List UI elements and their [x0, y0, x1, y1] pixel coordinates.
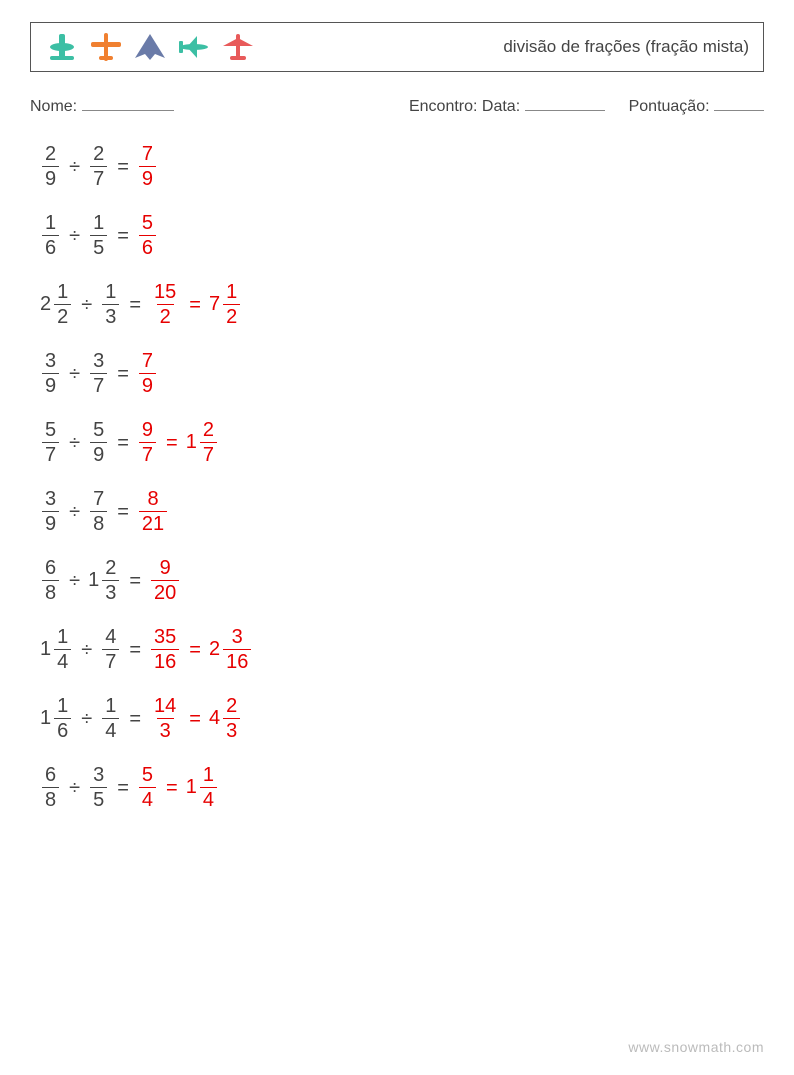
name-blank	[82, 96, 174, 111]
header-box: divisão de frações (fração mista)	[30, 22, 764, 72]
fraction: 39	[40, 351, 61, 396]
divide-op: ÷	[69, 157, 80, 177]
fraction: 116	[40, 696, 73, 741]
problem-row: 39 ÷ 37 = 79	[40, 351, 794, 396]
divide-op: ÷	[69, 778, 80, 798]
fraction: 114	[186, 765, 219, 810]
name-label: Nome:	[30, 98, 77, 115]
fraction: 97	[137, 420, 158, 465]
plane-icon	[89, 32, 123, 62]
problem-row: 116 ÷ 14 = 143 = 423	[40, 696, 794, 741]
fraction: 14	[100, 696, 121, 741]
fraction: 68	[40, 558, 61, 603]
fraction: 29	[40, 144, 61, 189]
fraction: 35	[88, 765, 109, 810]
fraction: 143	[149, 696, 181, 741]
fraction: 39	[40, 489, 61, 534]
equals: =	[189, 709, 201, 729]
fraction: 68	[40, 765, 61, 810]
divide-op: ÷	[69, 364, 80, 384]
equals: =	[166, 778, 178, 798]
equals: =	[189, 640, 201, 660]
fraction: 123	[88, 558, 121, 603]
date-label: Encontro: Data:	[409, 98, 520, 115]
fraction: 79	[137, 144, 158, 189]
worksheet-title: divisão de frações (fração mista)	[503, 37, 749, 57]
fraction: 54	[137, 765, 158, 810]
fraction: 712	[209, 282, 242, 327]
fraction: 423	[209, 696, 242, 741]
equals: =	[129, 640, 141, 660]
score-field: Pontuação:	[629, 96, 764, 116]
fraction: 47	[100, 627, 121, 672]
fraction: 3516	[149, 627, 181, 672]
problem-row: 29 ÷ 27 = 79	[40, 144, 794, 189]
equals: =	[117, 502, 129, 522]
divide-op: ÷	[69, 502, 80, 522]
fraction: 127	[186, 420, 219, 465]
plane-icon	[177, 32, 211, 62]
name-field: Nome:	[30, 96, 409, 116]
fraction: 15	[88, 213, 109, 258]
fraction: 821	[137, 489, 169, 534]
divide-op: ÷	[69, 571, 80, 591]
info-row: Nome: Encontro: Data: Pontuação:	[30, 96, 764, 116]
problem-row: 68 ÷ 123 = 920	[40, 558, 794, 603]
fraction: 59	[88, 420, 109, 465]
score-blank	[714, 96, 764, 111]
divide-op: ÷	[81, 709, 92, 729]
plane-icon	[133, 32, 167, 62]
fraction: 212	[40, 282, 73, 327]
divide-op: ÷	[69, 433, 80, 453]
problem-row: 39 ÷ 78 = 821	[40, 489, 794, 534]
divide-op: ÷	[81, 295, 92, 315]
problem-row: 68 ÷ 35 = 54 = 114	[40, 765, 794, 810]
problem-row: 16 ÷ 15 = 56	[40, 213, 794, 258]
fraction: 37	[88, 351, 109, 396]
date-field: Encontro: Data:	[409, 96, 605, 116]
problems-list: 29 ÷ 27 = 79 16 ÷ 15 = 56 212 ÷ 13 = 152 = 712 39 ÷ 37 = 79 57…	[40, 144, 794, 810]
divide-op: ÷	[81, 640, 92, 660]
fraction: 152	[149, 282, 181, 327]
fraction: 16	[40, 213, 61, 258]
equals: =	[189, 295, 201, 315]
problem-row: 114 ÷ 47 = 3516 = 2316	[40, 627, 794, 672]
fraction: 114	[40, 627, 73, 672]
problem-row: 57 ÷ 59 = 97 = 127	[40, 420, 794, 465]
fraction: 27	[88, 144, 109, 189]
equals: =	[117, 226, 129, 246]
fraction: 920	[149, 558, 181, 603]
fraction: 78	[88, 489, 109, 534]
equals: =	[117, 364, 129, 384]
equals: =	[129, 295, 141, 315]
divide-op: ÷	[69, 226, 80, 246]
fraction: 56	[137, 213, 158, 258]
fraction: 57	[40, 420, 61, 465]
plane-icon	[45, 32, 79, 62]
date-blank	[525, 96, 605, 111]
equals: =	[117, 157, 129, 177]
equals: =	[129, 571, 141, 591]
equals: =	[117, 778, 129, 798]
problem-row: 212 ÷ 13 = 152 = 712	[40, 282, 794, 327]
plane-icons	[45, 32, 255, 62]
fraction: 79	[137, 351, 158, 396]
equals: =	[166, 433, 178, 453]
plane-icon	[221, 32, 255, 62]
fraction: 13	[100, 282, 121, 327]
equals: =	[129, 709, 141, 729]
fraction: 2316	[209, 627, 253, 672]
equals: =	[117, 433, 129, 453]
score-label: Pontuação:	[629, 98, 710, 115]
